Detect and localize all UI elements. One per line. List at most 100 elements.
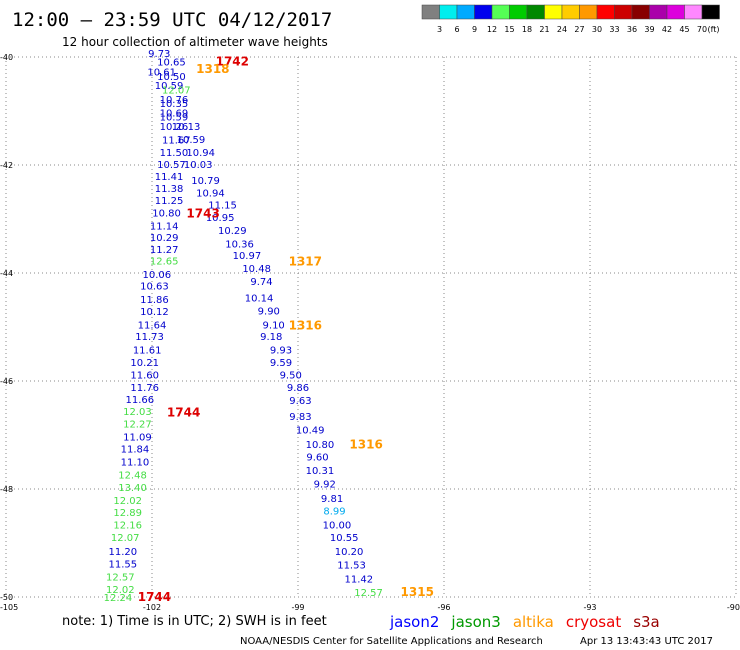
wave-height-label: 10.26 bbox=[160, 122, 189, 133]
wave-height-label: 11.41 bbox=[155, 172, 184, 183]
pass-time-label: 1744 bbox=[167, 405, 200, 419]
color-swatch bbox=[439, 4, 458, 20]
color-swatch bbox=[526, 4, 545, 20]
wave-height-label: 11.20 bbox=[108, 547, 137, 558]
wave-height-label: 11.60 bbox=[130, 371, 159, 382]
color-scale-label: 36 bbox=[627, 25, 637, 34]
y-tick-label: -42 bbox=[0, 161, 13, 170]
wave-height-label: 8.99 bbox=[323, 507, 345, 518]
wave-height-label: 11.64 bbox=[138, 320, 167, 331]
color-scale-label: 12 bbox=[487, 25, 497, 34]
plot-area: -40-42-44-46-48-50 -105 -102 -99 -96 -93 -90 … bbox=[0, 49, 740, 612]
footer-credit: NOAA/NESDIS Center for Satellite Applica… bbox=[240, 636, 543, 647]
pass-time-label: 1743 bbox=[186, 207, 219, 221]
pass-time-label: 1317 bbox=[289, 255, 322, 269]
wave-height-label: 10.65 bbox=[157, 57, 186, 68]
x-tick-label: -102 bbox=[143, 603, 161, 612]
wave-height-label: 11.84 bbox=[121, 445, 150, 456]
color-scale-label: 15 bbox=[504, 25, 514, 34]
wave-height-label: 10.59 bbox=[160, 112, 189, 123]
wave-height-label: 10.79 bbox=[191, 176, 220, 187]
wave-height-label: 10.29 bbox=[150, 233, 179, 244]
legend-item: s3a bbox=[633, 613, 660, 631]
color-scale-label: 27 bbox=[574, 25, 584, 34]
wave-height-label: 9.83 bbox=[289, 412, 311, 423]
wave-height-label: 12.02 bbox=[106, 585, 135, 596]
wave-height-label: 10.63 bbox=[140, 281, 169, 292]
wave-height-label: 10.94 bbox=[186, 148, 215, 159]
wave-height-label: 11.14 bbox=[150, 221, 179, 232]
wave-height-label: 12.48 bbox=[118, 470, 147, 481]
y-tick-label: -44 bbox=[0, 269, 13, 278]
wave-height-label: 13.40 bbox=[118, 483, 147, 494]
color-scale-label: 9 bbox=[472, 25, 477, 34]
y-tick-label: -46 bbox=[0, 377, 13, 386]
wave-height-label: 9.63 bbox=[289, 396, 311, 407]
color-swatch bbox=[491, 4, 510, 20]
wave-height-label: 10.03 bbox=[184, 160, 213, 171]
color-scale-bar: 3 6 9 12 15 18 21 24 27 30 33 36 39 42 45 70 (ft) bbox=[421, 4, 720, 34]
wave-height-label: 10.97 bbox=[233, 251, 262, 262]
color-scale-label: 21 bbox=[539, 25, 549, 34]
color-swatch bbox=[456, 4, 475, 20]
wave-height-label: 11.42 bbox=[345, 575, 374, 586]
wave-height-label: 9.50 bbox=[280, 371, 302, 382]
color-swatch bbox=[421, 4, 440, 20]
wave-height-label: 10.57 bbox=[157, 160, 186, 171]
wave-height-label: 12.65 bbox=[150, 257, 179, 268]
wave-height-label: 10.35 bbox=[160, 99, 189, 110]
wave-height-label: 11.67 bbox=[162, 136, 191, 147]
wave-height-label: 11.09 bbox=[123, 433, 152, 444]
wave-height-label: 11.10 bbox=[121, 457, 150, 468]
wave-height-label: 11.61 bbox=[133, 346, 162, 357]
pass-time-label: 1742 bbox=[216, 54, 249, 68]
wave-height-label: 10.69 bbox=[160, 109, 189, 120]
wave-height-label: 10.21 bbox=[130, 358, 159, 369]
wave-height-label: 12.57 bbox=[354, 588, 383, 599]
chart-subtitle: 12 hour collection of altimeter wave hei… bbox=[62, 35, 328, 49]
wave-height-label: 12.57 bbox=[106, 572, 135, 583]
wave-height-label: 9.18 bbox=[260, 332, 282, 343]
color-swatch bbox=[684, 4, 703, 20]
wave-height-label: 10.55 bbox=[330, 533, 359, 544]
wave-height-label: 11.38 bbox=[155, 184, 184, 195]
color-scale-label: 45 bbox=[679, 25, 689, 34]
wave-height-label: 12.24 bbox=[104, 593, 133, 604]
pass-time-label: 1318 bbox=[196, 62, 229, 76]
color-scale-label: 33 bbox=[609, 25, 619, 34]
color-scale-label: 3 bbox=[437, 25, 442, 34]
wave-height-label: 11.73 bbox=[135, 332, 164, 343]
wave-height-label: 12.07 bbox=[111, 533, 140, 544]
color-scale-label: 6 bbox=[454, 25, 459, 34]
wave-height-label: 10.76 bbox=[160, 95, 189, 106]
color-swatch bbox=[631, 4, 650, 20]
color-scale-label: 70 bbox=[697, 25, 707, 34]
y-tick-label: -48 bbox=[0, 485, 13, 494]
wave-height-label: 10.06 bbox=[143, 270, 172, 281]
color-scale-unit: (ft) bbox=[708, 25, 720, 34]
color-scale-label: 24 bbox=[557, 25, 567, 34]
wave-height-label: 11.50 bbox=[160, 148, 189, 159]
wave-height-label: 9.81 bbox=[321, 494, 343, 505]
footer-timestamp: Apr 13 13:43:43 UTC 2017 bbox=[580, 636, 713, 647]
wave-height-label: 9.10 bbox=[263, 320, 285, 331]
wave-height-label: 9.74 bbox=[250, 277, 272, 288]
footer-note: note: 1) Time is in UTC; 2) SWH is in fe… bbox=[62, 614, 327, 629]
wave-height-label: 12.16 bbox=[113, 521, 142, 532]
x-tick-label: -99 bbox=[291, 603, 304, 612]
color-swatch bbox=[649, 4, 668, 20]
wave-height-label: 11.55 bbox=[108, 560, 137, 571]
color-swatch bbox=[701, 4, 720, 20]
wave-height-label: 10.13 bbox=[172, 122, 201, 133]
color-scale-label: 30 bbox=[592, 25, 602, 34]
wave-height-label: 9.92 bbox=[314, 480, 336, 491]
color-scale-label: 18 bbox=[522, 25, 532, 34]
wave-height-label: 11.25 bbox=[155, 196, 184, 207]
wave-height-label: 10.94 bbox=[196, 189, 225, 200]
legend-item: altika bbox=[513, 613, 554, 631]
color-swatch bbox=[561, 4, 580, 20]
color-swatch bbox=[614, 4, 633, 20]
wave-height-label: 10.36 bbox=[225, 239, 254, 250]
